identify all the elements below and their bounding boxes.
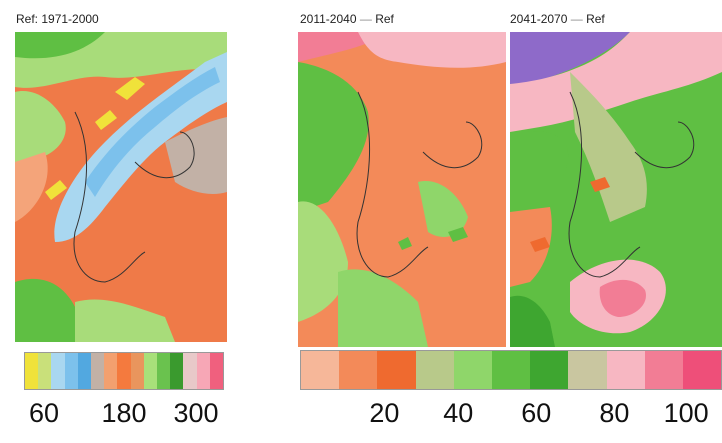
legend-right-label-0: 20 (369, 398, 400, 428)
map-region-southwest (15, 152, 48, 222)
map-region-baltic (418, 181, 468, 237)
map-ref-1971-2000 (15, 32, 227, 342)
legend-left-swatch-3 (64, 353, 78, 389)
map-ref-svg (15, 32, 227, 342)
legend-left-swatch-4 (77, 353, 92, 389)
map-region-denmark (15, 278, 85, 342)
dash-glyph-icon: — (570, 12, 587, 26)
legend-right-swatch-0 (301, 351, 340, 389)
legend-left-swatch-9 (143, 353, 158, 389)
map-region-south (338, 269, 428, 347)
legend-left-label-2: 300 (173, 398, 219, 428)
legend-right-bar (300, 350, 722, 390)
coastline (356, 91, 483, 278)
panel-title-2041-2070-text: 2041-2070 (510, 12, 568, 26)
map-region-denmark (510, 295, 555, 347)
legend-right-label-1: 40 (443, 398, 474, 428)
coastline (568, 91, 695, 278)
legend-right-swatch-4 (453, 351, 492, 389)
legend-right-swatch-2 (377, 351, 416, 389)
panel-title-2011-2040-suffix: Ref (375, 12, 394, 26)
map-region-mountains (570, 72, 647, 222)
map-region-northwest (15, 32, 105, 59)
legend-left-swatch-1 (38, 353, 52, 389)
map-2011-2040-svg (298, 32, 506, 347)
legend-right-label-2: 60 (521, 398, 552, 428)
legend-right-label-3: 80 (599, 398, 630, 428)
legend-left-label-0: 60 (28, 398, 60, 428)
legend-right-swatch-3 (415, 351, 454, 389)
map-region-west-coast (298, 62, 369, 212)
map-2041-2070-svg (510, 32, 722, 347)
legend-right-swatch-5 (491, 351, 531, 389)
map-region-high-mountains (85, 67, 220, 197)
panel-title-ref: Ref: 1971-2000 (16, 12, 99, 26)
legend-left-swatch-5 (91, 353, 105, 389)
legend-left-swatch-2 (51, 353, 65, 389)
legend-right-swatch-7 (568, 351, 607, 389)
legend-right-label-4: 100 (663, 398, 709, 428)
coastline (73, 111, 195, 283)
map-region-west-coast (510, 131, 569, 217)
map-region-north (358, 32, 506, 68)
map-region-north (510, 32, 722, 132)
legend-right-swatch-8 (606, 351, 645, 389)
legend-left-bar (24, 352, 224, 390)
map-region-southwest (298, 201, 348, 322)
legend-left-swatch-14 (209, 353, 224, 389)
legend-left-swatch-12 (183, 353, 197, 389)
map-region-islands (398, 227, 468, 250)
map-region-arctic (510, 32, 630, 84)
panel-title-2041-2070-suffix: Ref (586, 12, 605, 26)
panel-title-2011-2040-text: 2011-2040 (300, 12, 357, 26)
panel-title-2011-2040: 2011-2040 — Ref (300, 12, 394, 26)
legend-right-swatch-10 (682, 351, 722, 389)
legend-left-label-1: 180 (101, 398, 147, 428)
map-2011-2040 (298, 32, 506, 347)
map-region-patches (530, 177, 610, 252)
dash-glyph-icon: — (359, 12, 376, 26)
map-region-peaks (45, 77, 145, 200)
map-region-south (75, 299, 175, 342)
panel-title-ref-text: Ref: 1971-2000 (16, 12, 99, 26)
map-region-west-coast (15, 91, 66, 162)
map-region-baltic-center (599, 279, 646, 317)
legend-left-swatch-8 (130, 353, 144, 389)
legend-left-swatch-10 (157, 353, 171, 389)
legend-left-swatch-0 (25, 353, 39, 389)
legend-left-swatch-7 (117, 353, 131, 389)
legend-left-swatch-11 (170, 353, 184, 389)
legend-right-swatch-6 (530, 351, 569, 389)
legend-right-swatch-9 (644, 351, 683, 389)
legend-left-swatch-13 (196, 353, 210, 389)
map-2041-2070 (510, 32, 722, 347)
legend-left-swatch-6 (104, 353, 118, 389)
panel-title-2041-2070: 2041-2070 — Ref (510, 12, 605, 26)
legend-right-swatch-1 (339, 351, 378, 389)
map-region-southwest (510, 207, 552, 287)
